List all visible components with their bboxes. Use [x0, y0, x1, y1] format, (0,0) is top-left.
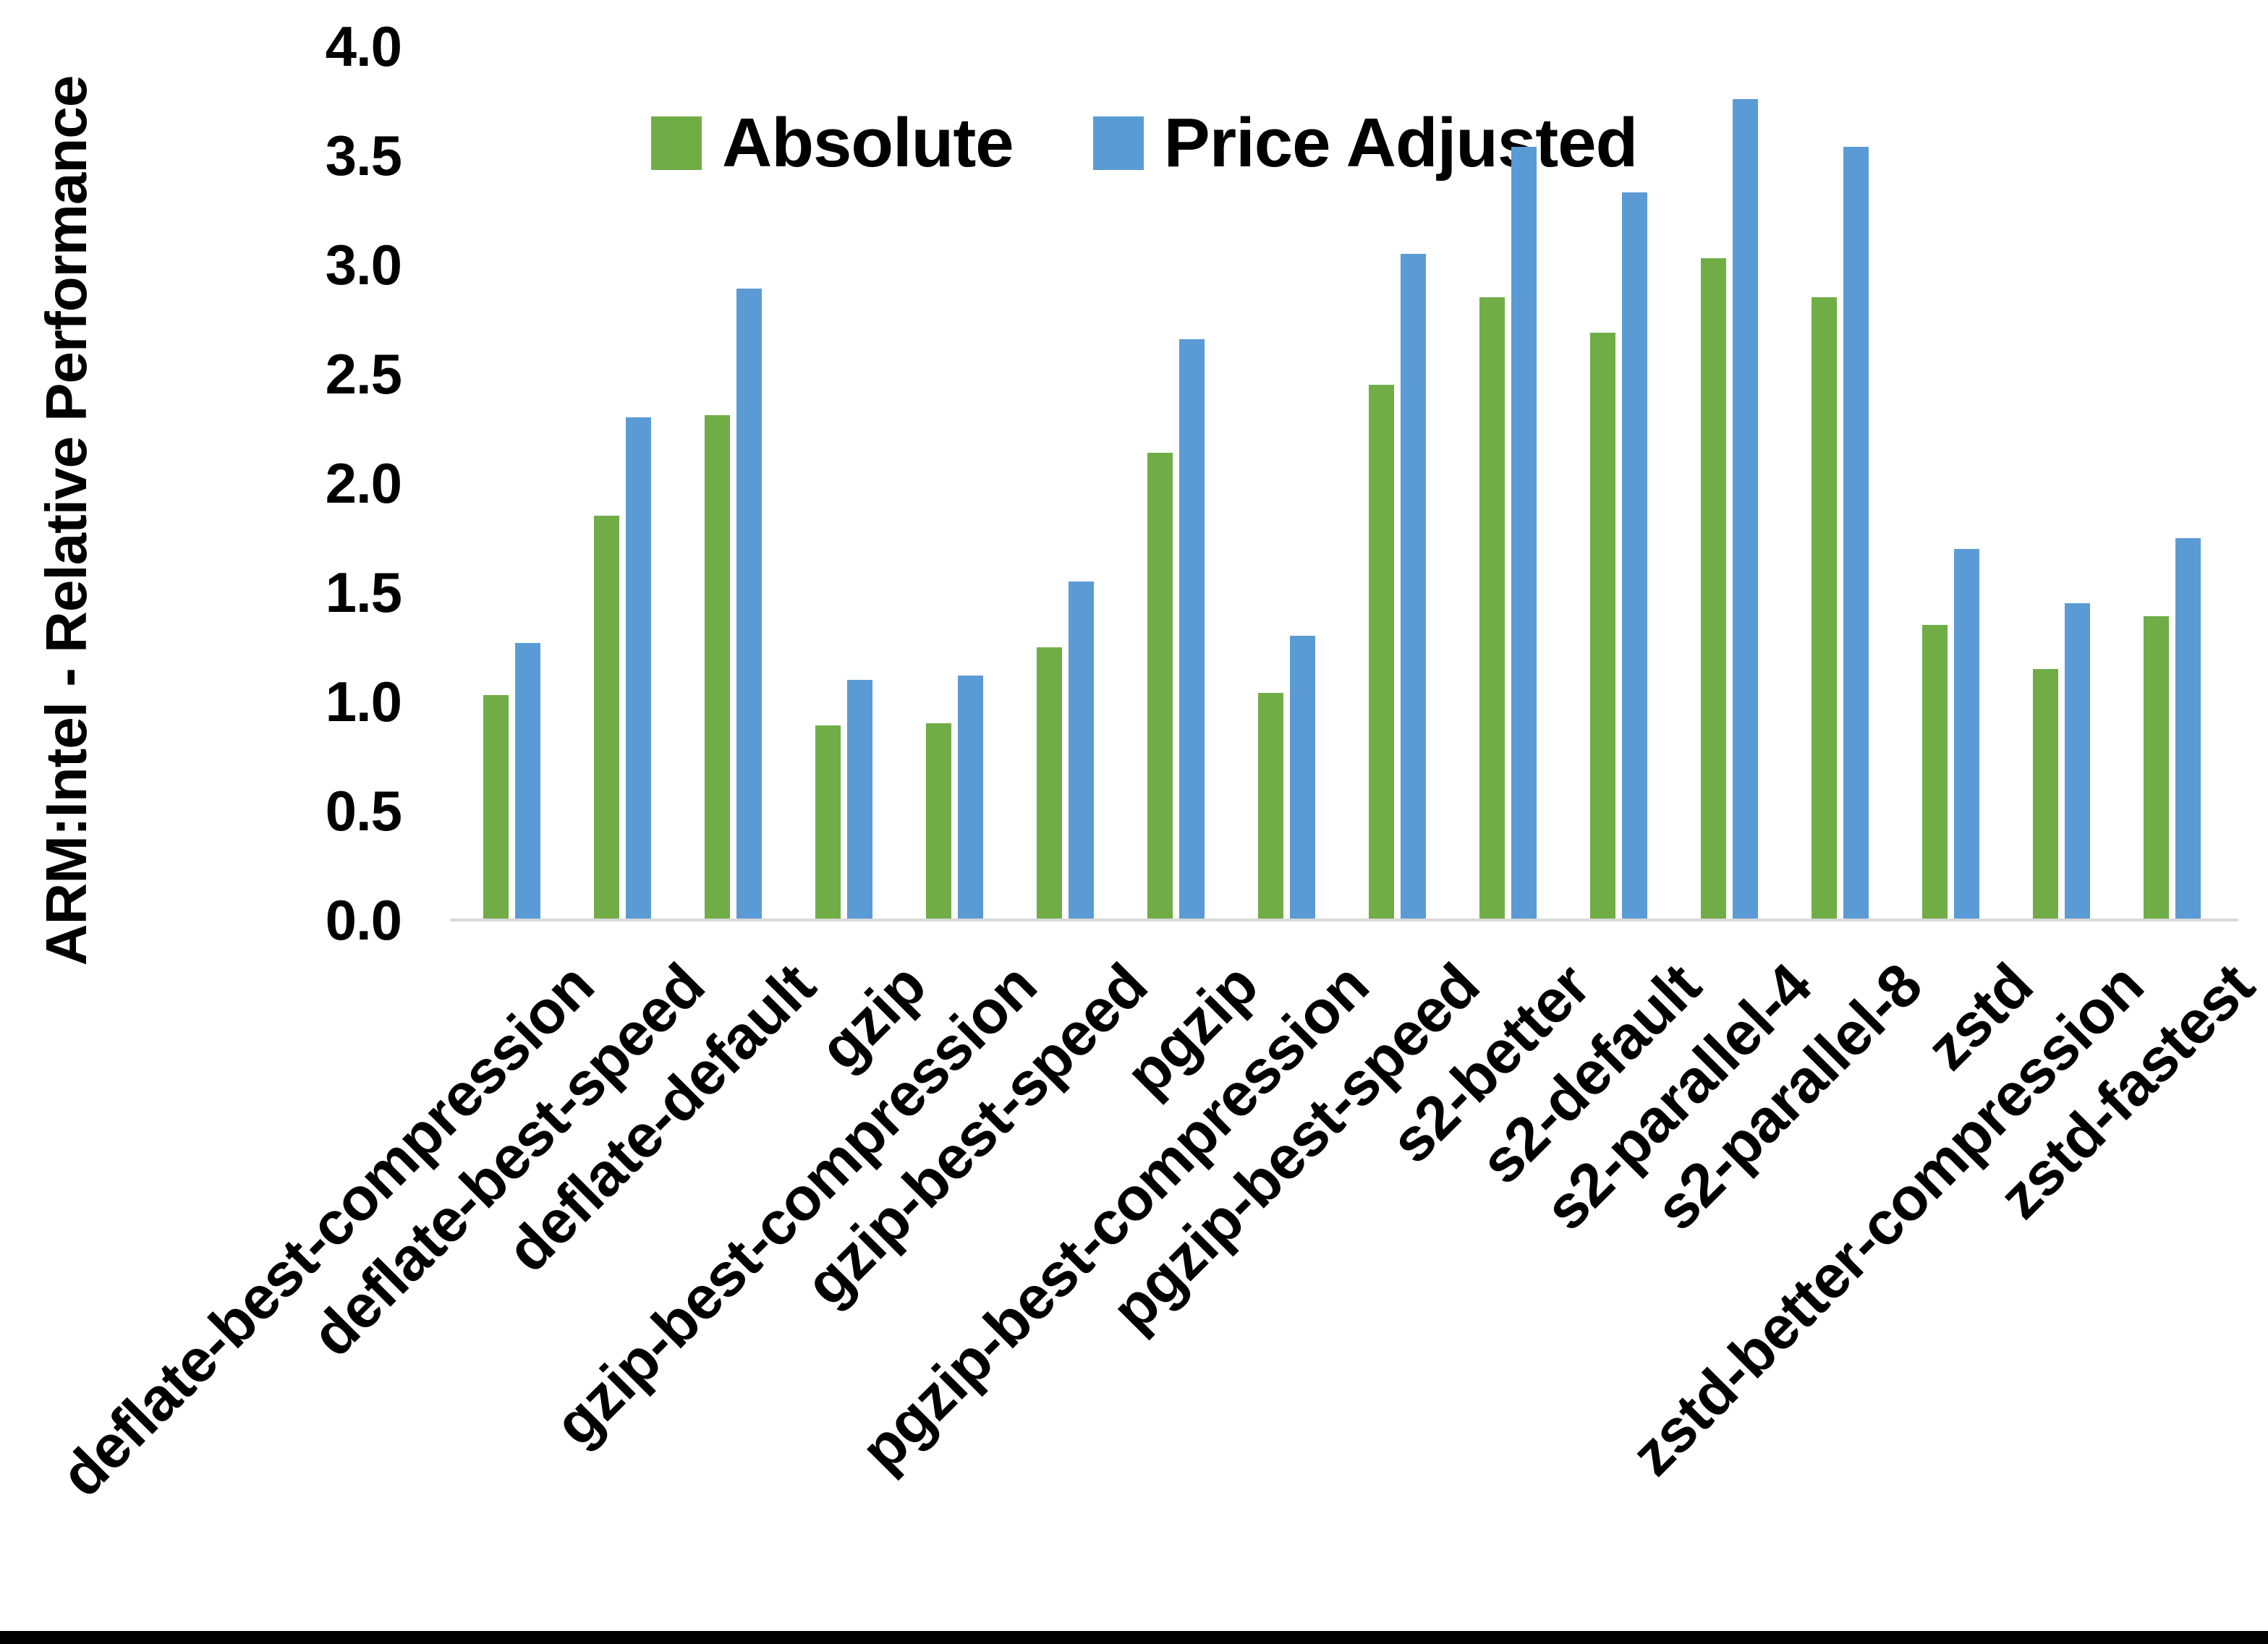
bar-price-adjusted-gzip-best-compression [958, 675, 983, 920]
bar-absolute-s2-parallel-4 [1701, 257, 1726, 920]
x-category-label: deflate-best-compression [47, 950, 606, 1509]
bar-price-adjusted-gzip-best-speed [1069, 581, 1094, 920]
x-category-label: pgzip-best-speed [1098, 950, 1492, 1345]
bar-price-adjusted-deflate-best-compression [515, 642, 540, 920]
plot-area [463, 46, 2237, 920]
legend: Absolute Price Adjusted [651, 104, 1639, 182]
bar-price-adjusted-pgzip [1179, 338, 1205, 920]
x-category-label: s2-parallel-4 [1531, 950, 1824, 1243]
bar-absolute-pgzip-best-compression [1258, 692, 1283, 920]
x-category-label: gzip [806, 950, 938, 1083]
bar-absolute-s2-default [1590, 332, 1615, 920]
bar-absolute-s2-parallel-8 [1812, 297, 1837, 920]
bar-price-adjusted-gzip [847, 679, 872, 920]
x-category-label: s2-parallel-8 [1641, 950, 1934, 1243]
bar-price-adjusted-s2-better [1511, 146, 1537, 920]
x-axis-line [450, 919, 2238, 921]
y-tick-label: 3.5 [325, 124, 402, 187]
x-category-label: deflate-best-speed [298, 950, 717, 1370]
bar-absolute-gzip-best-compression [926, 723, 951, 920]
legend-swatch-absolute [651, 116, 702, 170]
x-category-label: deflate-default [493, 950, 828, 1285]
legend-label-price-adjusted: Price Adjusted [1163, 104, 1639, 182]
bar-price-adjusted-s2-parallel-8 [1843, 146, 1869, 920]
legend-item-price-adjusted: Price Adjusted [1092, 104, 1639, 182]
y-tick-label: 2.0 [325, 451, 402, 515]
bar-price-adjusted-zstd-fastest [2175, 537, 2201, 920]
bar-absolute-pgzip-best-speed [1369, 385, 1394, 920]
x-category-label: zstd-fastest [1985, 950, 2267, 1232]
bar-absolute-gzip-best-speed [1037, 647, 1062, 920]
bar-price-adjusted-deflate-best-speed [626, 417, 651, 920]
bar-absolute-gzip [815, 725, 841, 920]
y-axis-title: ARM:Intel - Relative Performance [34, 75, 98, 966]
bar-price-adjusted-deflate-default [736, 289, 762, 920]
x-category-label: gzip-best-speed [791, 950, 1160, 1319]
x-category-label: zstd [1913, 950, 2045, 1083]
bar-price-adjusted-zstd [1954, 548, 1979, 920]
x-category-label: pgzip-best-compression [847, 950, 1381, 1484]
x-category-label: pgzip [1112, 950, 1270, 1109]
bottom-border-bar [0, 1631, 2268, 1644]
legend-swatch-price-adjusted [1092, 116, 1144, 170]
y-tick-label: 1.0 [325, 670, 402, 733]
x-category-label: zstd-better-compression [1618, 950, 2156, 1488]
bar-absolute-deflate-default [705, 415, 730, 920]
x-category-label: s2-default [1466, 950, 1713, 1197]
x-category-label: s2-better [1377, 950, 1602, 1176]
bar-absolute-s2-better [1479, 297, 1505, 920]
y-tick-label: 3.0 [325, 233, 402, 297]
y-tick-label: 0.5 [325, 779, 402, 843]
bar-price-adjusted-s2-default [1622, 192, 1647, 920]
bar-price-adjusted-pgzip-best-compression [1290, 636, 1315, 920]
y-tick-label: 1.5 [325, 561, 402, 624]
bar-price-adjusted-zstd-better-compression [2065, 603, 2090, 920]
bar-absolute-deflate-best-speed [594, 516, 619, 920]
x-category-label: gzip-best-compression [541, 950, 1049, 1459]
bar-absolute-pgzip [1147, 452, 1173, 920]
bar-price-adjusted-pgzip-best-speed [1401, 253, 1426, 920]
y-tick-label: 2.5 [325, 342, 402, 406]
y-tick-label: 0.0 [325, 888, 402, 952]
bar-absolute-deflate-best-compression [483, 694, 509, 920]
y-tick-label: 4.0 [325, 14, 402, 78]
bar-absolute-zstd [1922, 625, 1948, 920]
bar-price-adjusted-s2-parallel-4 [1733, 98, 1758, 920]
bar-absolute-zstd-fastest [2144, 616, 2169, 920]
legend-label-absolute: Absolute [722, 104, 1014, 182]
legend-item-absolute: Absolute [651, 108, 1014, 178]
bar-absolute-zstd-better-compression [2033, 668, 2058, 920]
